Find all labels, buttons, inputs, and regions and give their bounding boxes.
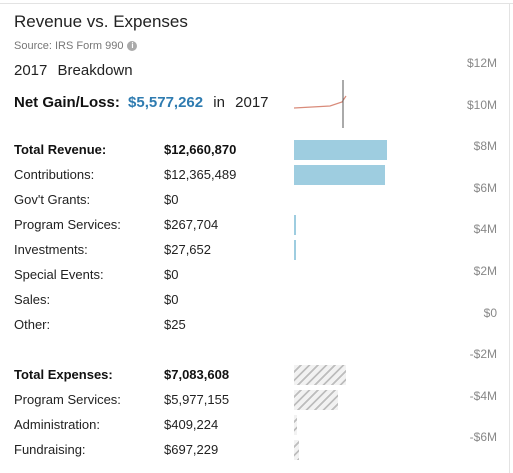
axis-tick-label: -$2M [469,347,497,362]
revenue-row-label: Investments: [14,242,88,257]
expense-bar[interactable] [294,440,300,460]
breakdown-heading: 2017 Breakdown [14,62,139,79]
sparkline-trend-line [293,95,347,109]
expense-row-amount: $409,224 [164,417,219,432]
revenue-bar[interactable] [294,215,296,235]
expense-row-amount: $5,977,155 [164,392,230,407]
revenue-row-amount: $12,365,489 [164,167,237,182]
net-gain-value: $5,577,262 [128,94,204,111]
revenue-row-amount: $12,660,870 [164,142,237,157]
expense-row-label: Total Expenses: [14,367,113,382]
net-gain-year: 2017 [235,94,269,111]
revenue-row-amount: $25 [164,317,186,332]
revenue-bar[interactable] [294,140,387,160]
axis-tick-label: $0 [483,305,497,320]
net-gain-label: Net Gain/Loss: [14,94,120,111]
info-icon[interactable]: i [127,41,138,51]
revenue-row-label: Total Revenue: [14,142,107,157]
source-text: Source: IRS Form 990 [14,40,124,52]
revenue-row-label: Sales: [14,292,51,307]
axis-tick-label: $12M [466,56,497,70]
expense-row-label: Administration: [14,417,100,432]
card-right-border [509,3,510,473]
card-top-border [0,3,513,4]
net-gain-sparkline [293,80,347,128]
revenue-row-label: Gov't Grants: [14,192,91,207]
revenue-row-amount: $0 [164,267,179,282]
revenue-row-amount: $0 [164,192,179,207]
expense-row-amount: $697,229 [164,442,219,457]
revenue-row-amount: $267,704 [164,217,219,232]
expense-row-label: Program Services: [14,392,121,407]
expense-bar[interactable] [294,390,338,410]
breakdown-label: Breakdown [57,62,133,79]
axis-tick-label: $4M [473,222,497,237]
net-gain-line: Net Gain/Loss: $5,577,262 in 2017 [14,94,269,111]
axis-tick-label: $10M [466,97,497,112]
axis-tick-label: -$4M [469,388,497,403]
source-line: Source: IRS Form 990 i [14,40,138,52]
expense-row-label: Fundraising: [14,442,86,457]
revenue-bar[interactable] [294,240,296,260]
breakdown-year: 2017 [14,62,48,79]
revenue-row-label: Program Services: [14,217,121,232]
axis-tick-label: $6M [473,180,497,195]
revenue-row-amount: $27,652 [164,242,211,257]
revenue-row-label: Special Events: [14,267,104,282]
revenue-bar[interactable] [294,165,385,185]
expense-bar[interactable] [294,365,347,385]
card-title: Revenue vs. Expenses [14,12,188,31]
revenue-row-label: Other: [14,317,51,332]
revenue-row-amount: $0 [164,292,179,307]
revenue-row-label: Contributions: [14,167,95,182]
axis-tick-label: $8M [473,139,497,154]
expense-row-amount: $7,083,608 [164,367,230,382]
expense-bar[interactable] [294,415,297,435]
axis-tick-label: $2M [473,264,497,278]
axis-tick-label: -$6M [469,430,497,445]
net-gain-in-text: in [213,94,225,111]
